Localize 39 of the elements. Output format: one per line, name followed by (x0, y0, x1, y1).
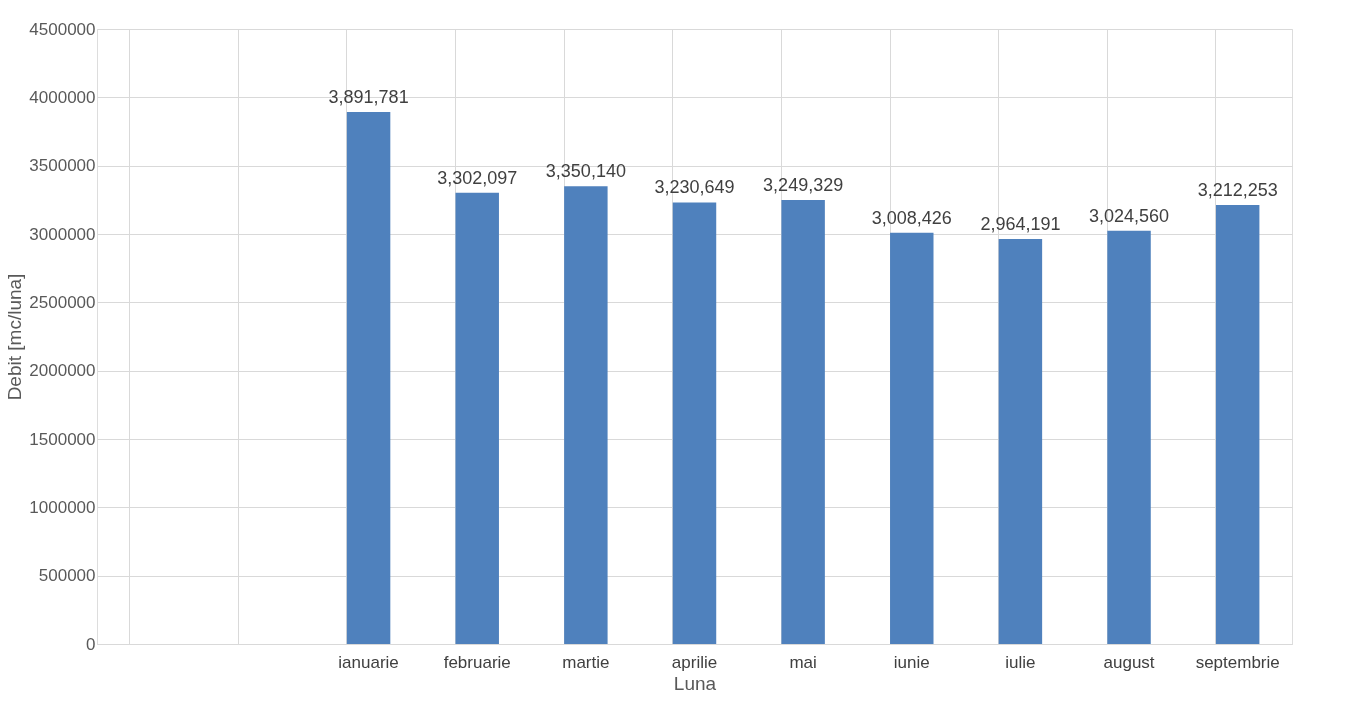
y-tick-label: 2000000 (29, 361, 96, 381)
data-label: 3,230,649 (654, 177, 735, 198)
data-label: 3,302,097 (437, 167, 518, 188)
data-label: 3,350,140 (545, 161, 626, 182)
y-tick-label: 0 (86, 634, 96, 654)
x-tick-label: martie (562, 652, 610, 672)
bar (781, 199, 825, 644)
x-tick-label: ianuarie (338, 652, 399, 672)
x-tick-label: mai (789, 652, 817, 672)
data-label: 3,891,781 (328, 87, 409, 108)
x-tick-label: iulie (1005, 652, 1036, 672)
data-label: 3,024,560 (1089, 205, 1170, 226)
bar (1215, 204, 1260, 644)
x-axis-title: Luna (673, 672, 717, 694)
bar (564, 186, 608, 644)
data-label: 3,249,329 (763, 174, 844, 195)
y-tick-label: 500000 (38, 566, 96, 586)
data-label: 3,008,426 (871, 207, 952, 228)
bar (998, 238, 1043, 644)
y-tick-label: 3500000 (29, 156, 96, 176)
bar (346, 112, 391, 644)
x-tick-label: septembrie (1195, 652, 1280, 672)
bar (672, 202, 717, 644)
y-tick-label: 1500000 (29, 429, 96, 449)
y-axis-title: Debit [mc/luna] (4, 273, 26, 401)
bar (455, 192, 499, 644)
x-tick-label: iunie (893, 652, 930, 672)
y-tick-label: 4000000 (29, 87, 96, 107)
bar (890, 232, 934, 644)
y-tick-label: 3000000 (29, 224, 96, 244)
x-tick-label: august (1103, 652, 1155, 672)
y-tick-label: 2500000 (29, 292, 96, 312)
data-label: 3,212,253 (1197, 179, 1278, 200)
y-tick-label: 1000000 (29, 497, 96, 517)
x-tick-label: aprilie (671, 652, 718, 672)
bar (1107, 230, 1151, 644)
y-tick-label: 4500000 (29, 19, 96, 39)
x-tick-label: februarie (443, 652, 511, 672)
data-label: 2,964,191 (980, 213, 1061, 234)
